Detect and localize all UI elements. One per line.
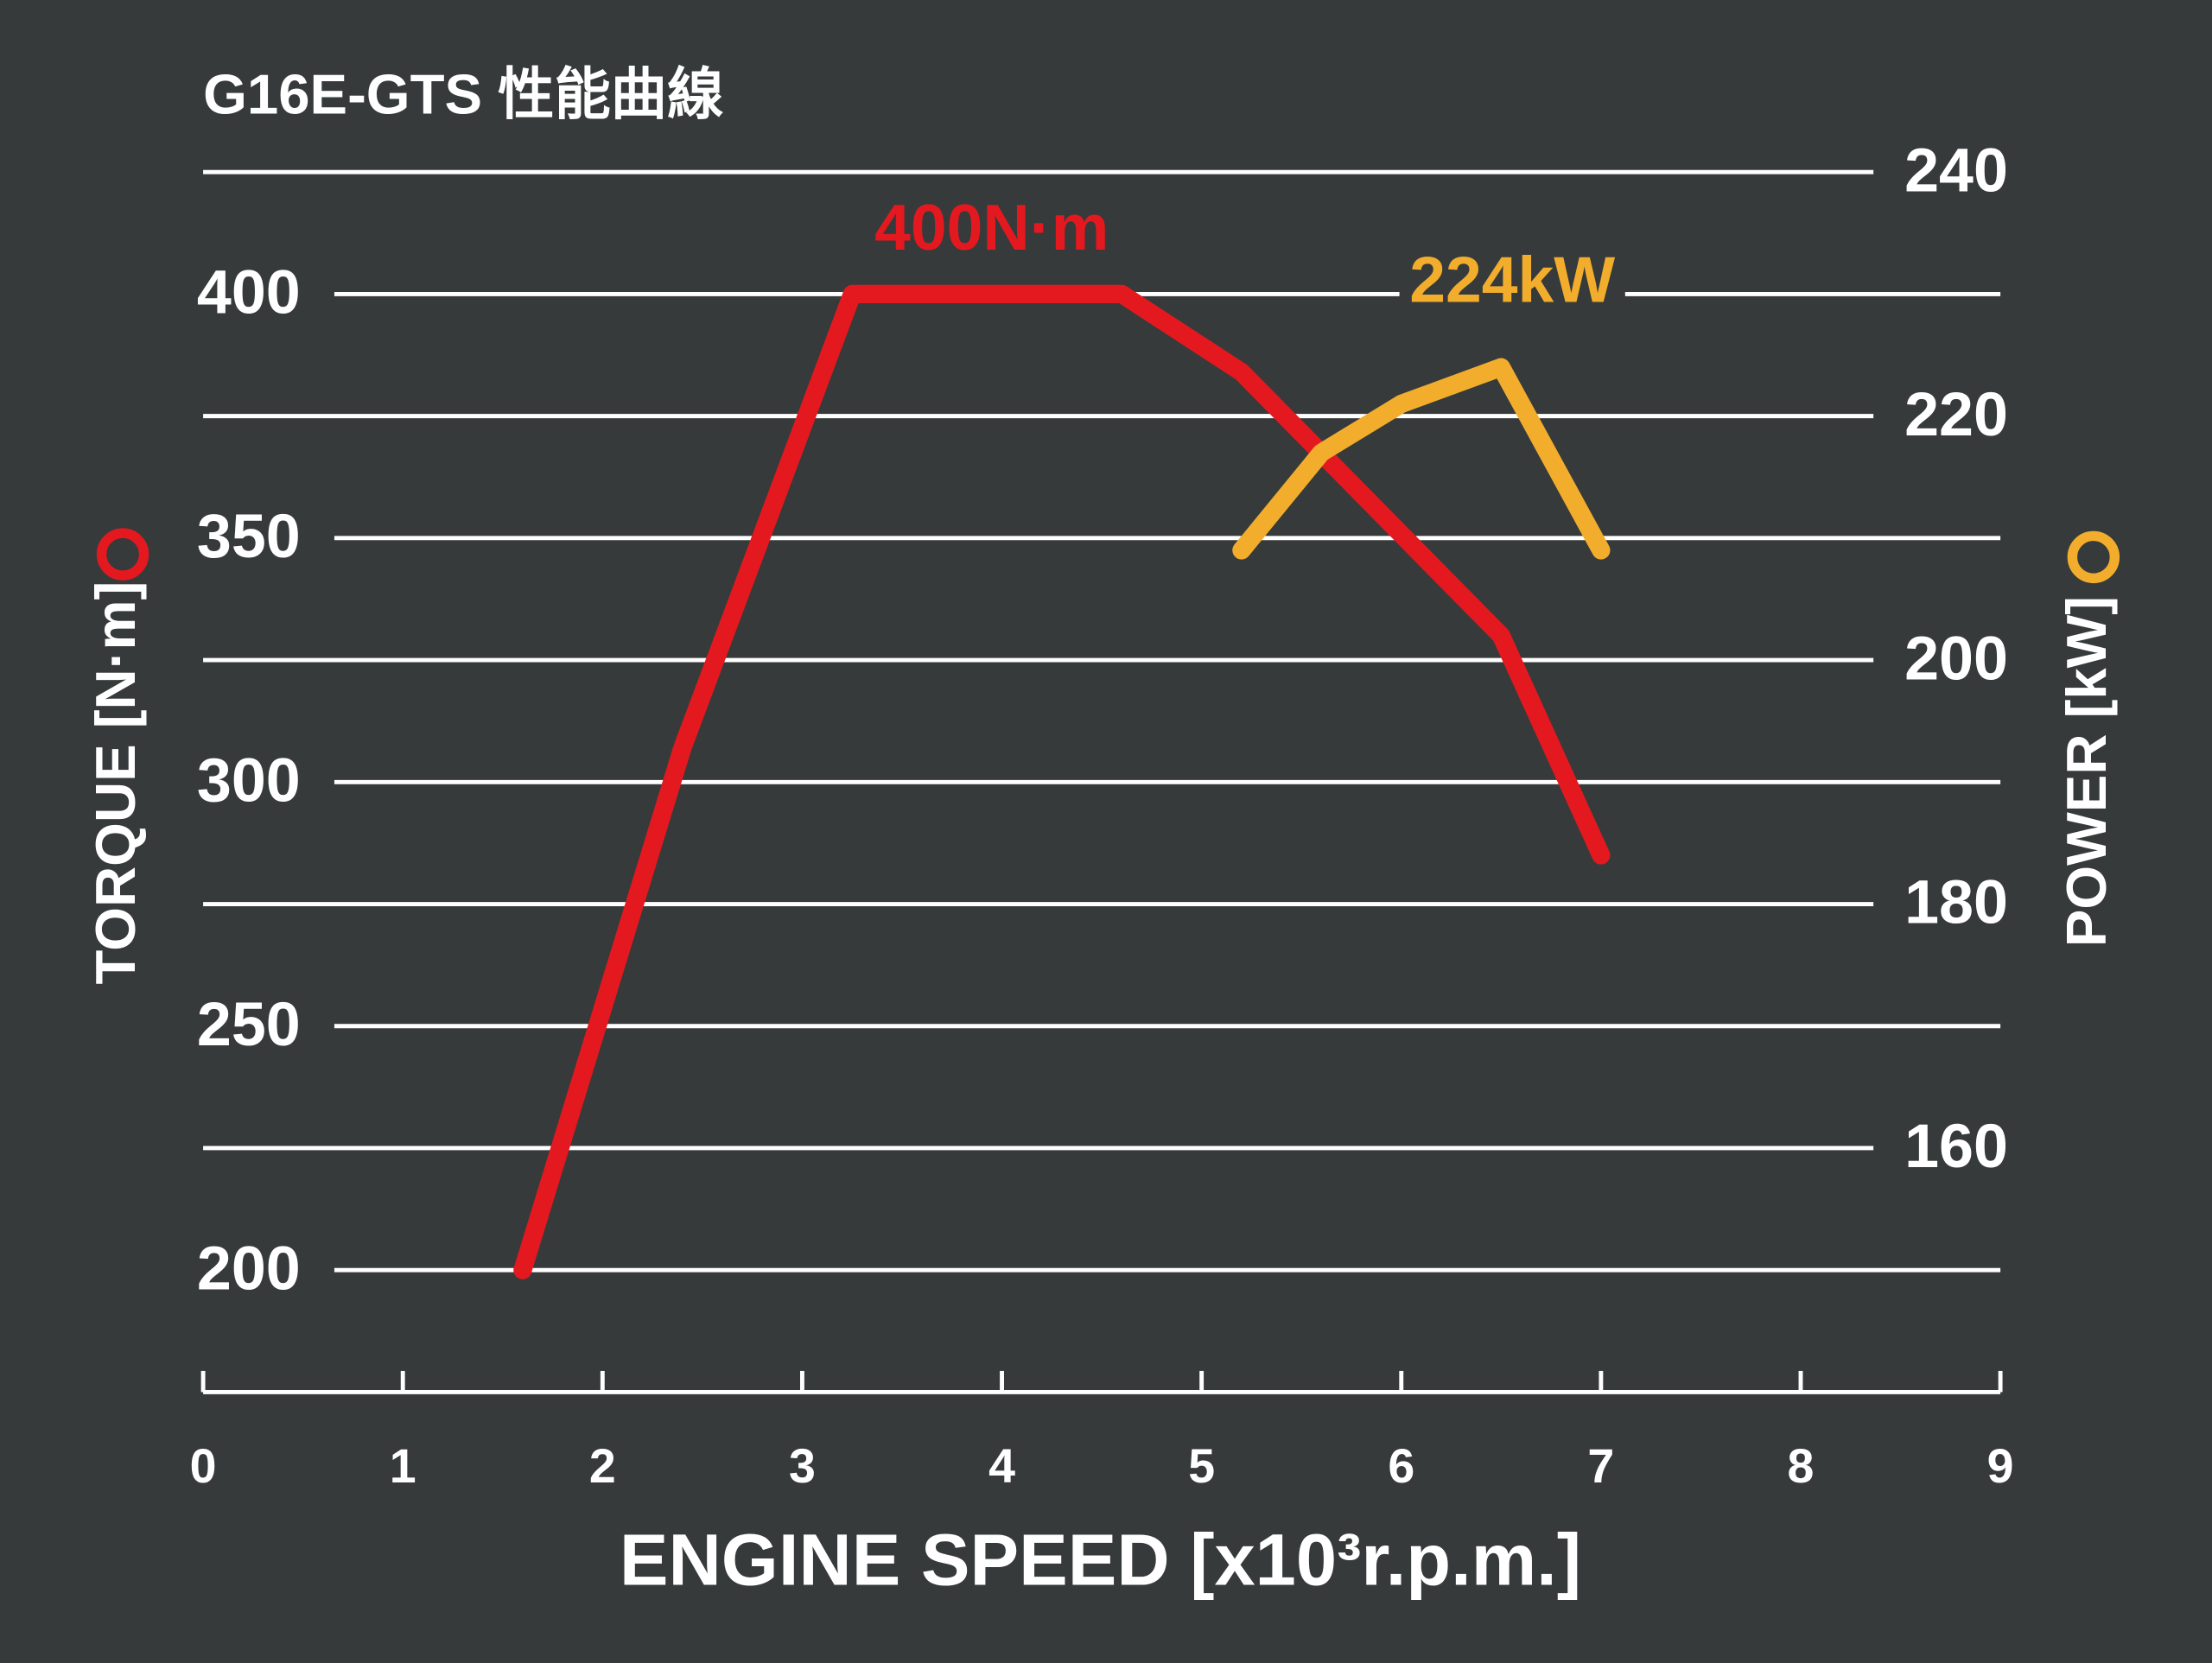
- x-tick-label: 3: [789, 1439, 816, 1493]
- y2-tick-label: 220: [1904, 380, 2008, 449]
- x-tick-label: 8: [1788, 1439, 1815, 1493]
- annotation: 224kW: [1409, 244, 1615, 316]
- axis-label: POWER [kW]: [2055, 596, 2118, 947]
- y2-tick-label: 200: [1904, 624, 2008, 693]
- y-tick-label: 350: [197, 502, 301, 571]
- y-tick-label: 400: [197, 258, 301, 327]
- x-tick-label: 2: [589, 1439, 616, 1493]
- x-tick-label: 0: [190, 1439, 217, 1493]
- x-tick-label: 6: [1388, 1439, 1414, 1493]
- x-axis-label: ENGINE SPEED [x10³r.p.m.]: [620, 1519, 1581, 1601]
- axis-label: TORQUE [N·m]: [84, 581, 147, 985]
- y2-tick-label: 160: [1904, 1112, 2008, 1181]
- series-line: [1232, 358, 1611, 560]
- y2-tick-label: 240: [1904, 136, 2008, 205]
- x-tick-label: 1: [390, 1439, 416, 1493]
- annotation-background: [1399, 237, 1625, 331]
- x-tick-label: 7: [1587, 1439, 1614, 1493]
- y2-tick-label: 180: [1904, 868, 2008, 937]
- y-tick-label: 250: [197, 990, 301, 1059]
- x-tick-label: 4: [988, 1439, 1015, 1493]
- legend-marker: [96, 528, 149, 581]
- x-tick-label: 5: [1188, 1439, 1215, 1493]
- y-tick-label: 200: [197, 1234, 301, 1303]
- x-tick-label: 9: [1987, 1439, 2014, 1493]
- y-tick-label: 300: [197, 746, 301, 816]
- annotation: 400N·m: [874, 191, 1109, 263]
- legend-marker: [2067, 530, 2120, 584]
- series-line: [513, 284, 1611, 1279]
- annotation-background: [879, 184, 1105, 278]
- chart-title: G16E-GTS 性能曲線: [203, 63, 723, 126]
